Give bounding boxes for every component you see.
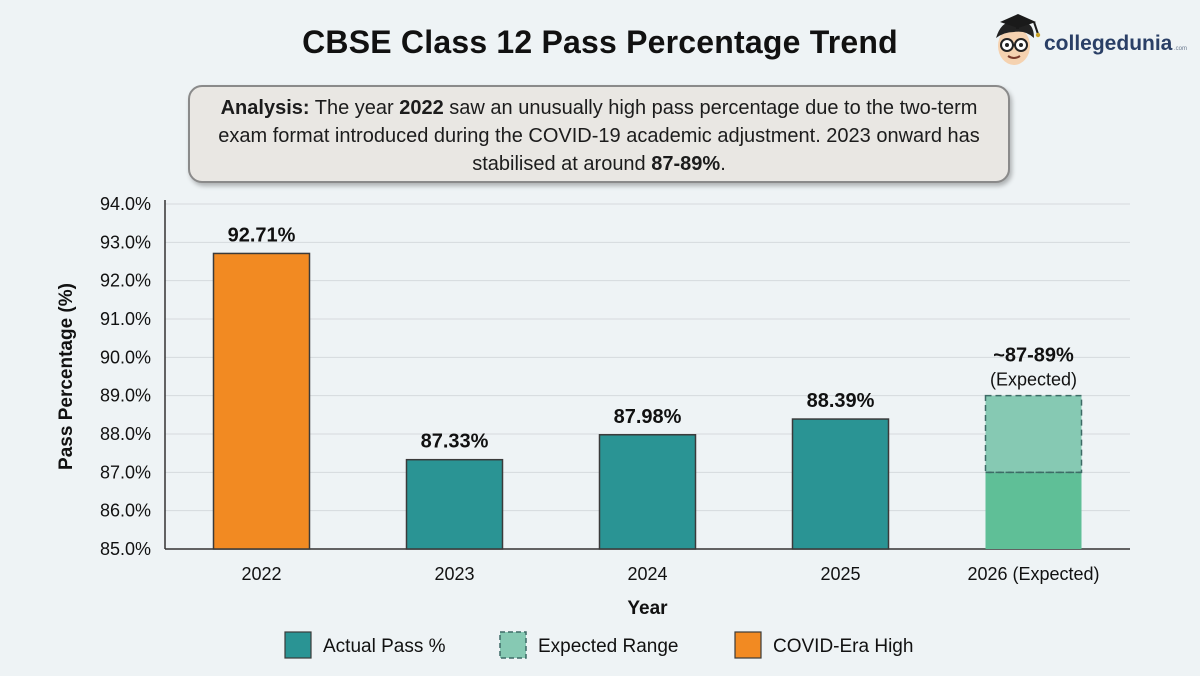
- x-tick-label: 2026 (Expected): [967, 564, 1099, 584]
- analysis-text-1: The year: [309, 97, 400, 119]
- bar-value-label: 87.98%: [614, 406, 682, 428]
- brand-suffix: .com: [1174, 46, 1188, 52]
- y-tick-label: 91.0%: [100, 309, 151, 329]
- bar-value-label: 92.71%: [228, 224, 296, 246]
- bar-2024: [598, 434, 697, 550]
- legend-swatch-covid: [734, 631, 762, 659]
- legend-swatch-actual: [284, 631, 312, 659]
- expected-range-bar: [984, 394, 1083, 474]
- y-tick-label: 87.0%: [100, 462, 151, 482]
- x-axis-title: Year: [627, 598, 668, 619]
- analysis-callout: Analysis: The year 2022 saw an unusually…: [188, 85, 1010, 183]
- legend-label-expected: Expected Range: [538, 636, 679, 657]
- x-tick-label: 2023: [434, 564, 474, 584]
- bar-value-label: 88.39%: [807, 390, 875, 412]
- brand-logo[interactable]: collegedunia .com: [990, 12, 1190, 72]
- bar-2025: [791, 418, 890, 550]
- y-tick-label: 88.0%: [100, 424, 151, 444]
- legend-swatch-expected: [499, 631, 527, 659]
- x-tick-label: 2022: [241, 564, 281, 584]
- y-tick-label: 90.0%: [100, 347, 151, 367]
- y-axis-title: Pass Percentage (%): [56, 283, 77, 470]
- student-mascot-icon: [996, 14, 1041, 65]
- analysis-range: 87-89%: [651, 153, 721, 175]
- y-tick-label: 94.0%: [100, 194, 151, 214]
- bar-sub-label: (Expected): [990, 370, 1077, 390]
- analysis-text-3: .: [720, 153, 726, 175]
- bar-value-label: 87.33%: [421, 431, 489, 453]
- analysis-year: 2022: [399, 97, 444, 119]
- y-tick-label: 85.0%: [100, 539, 151, 559]
- bar-value-label: ~87-89%: [993, 345, 1074, 367]
- legend-label-covid: COVID-Era High: [773, 636, 913, 657]
- bar-2022: [212, 252, 311, 550]
- legend-label-actual: Actual Pass %: [323, 636, 446, 657]
- x-tick-label: 2024: [627, 564, 667, 584]
- y-tick-label: 93.0%: [100, 232, 151, 252]
- bar-2023: [405, 458, 504, 550]
- brand-name: collegedunia: [1044, 32, 1173, 55]
- x-tick-label: 2025: [820, 564, 860, 584]
- analysis-text-2: saw an unusually high pass percentage du…: [218, 97, 980, 175]
- y-tick-label: 89.0%: [100, 386, 151, 406]
- y-tick-label: 92.0%: [100, 271, 151, 291]
- page-title: CBSE Class 12 Pass Percentage Trend: [302, 24, 898, 60]
- y-tick-label: 86.0%: [100, 501, 151, 521]
- expected-bar-base: [985, 472, 1082, 549]
- analysis-lead: Analysis:: [220, 97, 310, 119]
